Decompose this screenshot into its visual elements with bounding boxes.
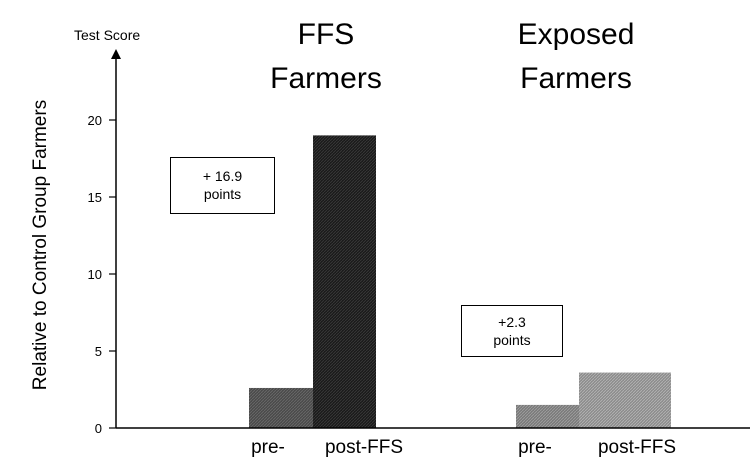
group-label-exposed-line2: Farmers [520,62,632,95]
x-tick-label: pre- [251,437,285,458]
bar-exposed-pre [516,404,579,428]
exposed-gain-value: +2.3 [498,314,526,330]
x-tick-label: pre- [518,437,552,458]
bar-ffs-pre [249,387,313,428]
bars [249,135,671,428]
x-tick-label: post-FFS [325,437,403,458]
bar-ffs-post [313,135,376,428]
ffs-gain-unit: points [203,186,242,202]
y-axis-label: Relative to Control Group Farmers [30,100,51,390]
group-label-exposed-line1: Exposed [518,18,635,51]
group-label-ffs-line1: FFS [298,18,355,51]
x-tick-label: post-FFS [598,437,676,458]
exposed-gain-unit: points [493,332,531,348]
y-tick-label: 0 [95,421,102,436]
y-tick-label: 15 [88,190,102,205]
y-tick-label: 5 [95,344,102,359]
exposed-gain-annotation: +2.3 points [461,305,563,357]
x-tick-labels: pre-post-FFS pre-post-FFS [251,437,676,458]
y-tick-label: 10 [88,267,102,282]
group-label-ffs-line2: Farmers [270,62,382,95]
y-axis-ticks: 0 5 10 15 20 [88,113,116,436]
ffs-gain-value: + 16.9 [202,168,243,184]
ffs-gain-annotation: + 16.9 points [170,157,275,214]
bar-exposed-post [579,372,671,428]
y-axis-title: Test Score [74,27,140,43]
y-tick-label: 20 [88,113,102,128]
